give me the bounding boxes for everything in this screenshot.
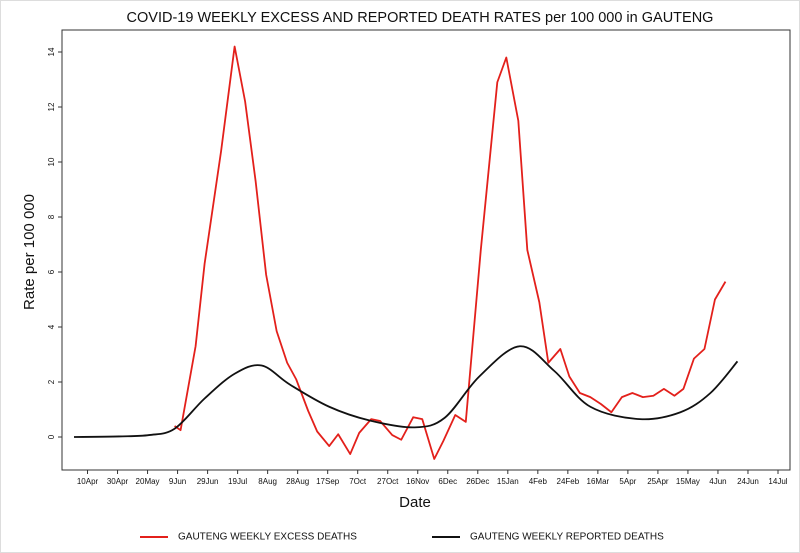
y-tick-label: 14: [47, 47, 56, 56]
y-tick-label: 2: [47, 379, 56, 384]
x-tick-label: 19Jul: [228, 477, 247, 486]
x-tick-label: 17Sep: [316, 477, 340, 486]
y-tick-label: 0: [47, 434, 56, 439]
y-tick-label: 4: [47, 324, 56, 329]
x-tick-label: 16Nov: [406, 477, 429, 486]
legend-label: GAUTENG WEEKLY REPORTED DEATHS: [470, 532, 664, 543]
x-tick-label: 9Jun: [169, 477, 186, 486]
x-tick-label: 27Oct: [377, 477, 399, 486]
data-line: [174, 45, 727, 460]
x-tick-label: 28Aug: [286, 477, 309, 486]
x-tick-label: 14Jul: [768, 477, 787, 486]
legend-label: GAUTENG WEEKLY EXCESS DEATHS: [178, 532, 357, 543]
x-tick-label: 4Feb: [529, 477, 548, 486]
x-tick-label: 15Jan: [497, 477, 519, 486]
x-tick-label: 25Apr: [647, 477, 669, 486]
x-tick-label: 29Jun: [197, 477, 219, 486]
x-tick-label: 8Aug: [258, 477, 277, 486]
x-axis-label: Date: [399, 494, 431, 511]
plot-frame: [61, 29, 791, 471]
x-tick-label: 20May: [136, 477, 160, 486]
y-tick-label: 6: [47, 269, 56, 274]
x-tick-label: 7Oct: [349, 477, 367, 486]
y-tick-label: 10: [47, 157, 56, 166]
x-tick-label: 6Dec: [438, 477, 457, 486]
x-tick-label: 26Dec: [466, 477, 489, 486]
x-tick-label: 16Mar: [587, 477, 610, 486]
x-tick-label: 15May: [676, 477, 700, 486]
data-line: [73, 345, 739, 438]
x-tick-label: 5Apr: [619, 477, 636, 486]
y-axis-label: Rate per 100 000: [21, 194, 38, 310]
x-tick-label: 30Apr: [107, 477, 129, 486]
y-tick-label: 8: [47, 214, 56, 219]
x-tick-label: 24Jun: [737, 477, 759, 486]
x-tick-label: 4Jun: [709, 477, 726, 486]
chart-title: COVID-19 WEEKLY EXCESS AND REPORTED DEAT…: [127, 10, 714, 26]
x-tick-label: 10Apr: [77, 477, 99, 486]
y-tick-label: 12: [47, 102, 56, 111]
x-tick-label: 24Feb: [557, 477, 580, 486]
